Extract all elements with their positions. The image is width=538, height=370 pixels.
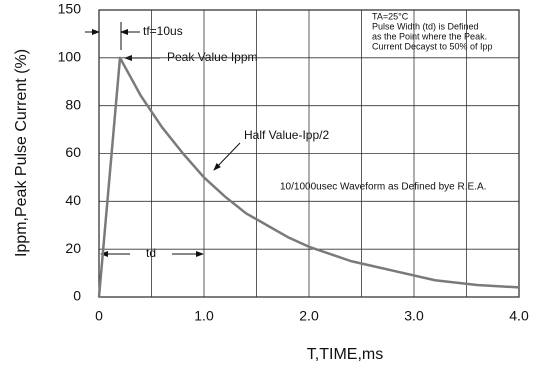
y-tick-label: 100 [58,49,82,65]
waveform-label: 10/1000usec Waveform as Defined bye R.E.… [280,182,486,193]
y-tick-label: 80 [65,96,81,112]
data-line [97,56,520,298]
y-tick-label: 0 [73,288,81,304]
note-line: Current Decayst to 50% of Ipp [372,41,493,51]
tf-label: tf=10us [143,24,183,38]
td-label: td [146,246,156,260]
x-tick-label: 1.0 [194,308,214,324]
x-tick-label: 0 [95,308,103,324]
half-label: Half Value-Ipp/2 [244,128,329,142]
note-line: as the Point where the Peak. [372,31,487,41]
y-tick-label: 150 [58,1,82,17]
note-line: TA=25°C [372,11,409,21]
x-axis-label: T,TIME,ms [307,346,383,363]
x-tick-label: 4.0 [509,308,529,324]
y-tick-label: 20 [65,240,81,256]
note-line: Pulse Width (td) is Defined [372,21,479,31]
y-tick-label: 40 [65,192,81,208]
x-tick-label: 3.0 [404,308,424,324]
y-axis-label: Ippm,Peak Pulse Current (%) [13,49,30,257]
y-tick-label: 60 [65,144,81,160]
x-tick-label: 2.0 [299,308,319,324]
peak-label: Peak Value Ippm [167,50,258,64]
